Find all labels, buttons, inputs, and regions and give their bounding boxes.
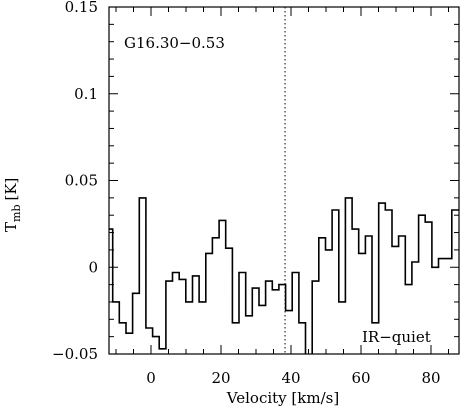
x-tick-label: 0 <box>146 369 156 387</box>
y-tick-label: 0.05 <box>65 172 98 190</box>
x-tick-label: 20 <box>211 369 230 387</box>
y-tick-label: −0.05 <box>52 345 98 363</box>
x-tick-label: 40 <box>281 369 300 387</box>
spectrum-series-0 <box>109 197 459 354</box>
y-tick-label: 0.1 <box>74 85 98 103</box>
y-axis-title-unit: [K] <box>2 178 20 201</box>
x-tick-label: 60 <box>351 369 370 387</box>
plot-frame <box>108 6 460 355</box>
y-tick-label: 0.15 <box>65 0 98 16</box>
source-label: G16.30−0.53 <box>124 34 225 52</box>
y-axis-title-main: T <box>2 222 20 232</box>
y-axis-title-sub: mb <box>10 205 23 222</box>
data-layer <box>109 7 459 354</box>
svg-text:Tmb[K]: Tmb [K] <box>2 178 23 232</box>
axis-ticks: 0 20 40 60 80 −0.05 0 0.05 0.1 0.15 <box>52 0 459 387</box>
class-label: IR−quiet <box>362 328 431 346</box>
x-tick-label: 80 <box>421 369 440 387</box>
y-axis-title: Tmb [K] <box>2 178 23 232</box>
y-tick-label: 0 <box>88 258 98 276</box>
x-axis-title: Velocity [km/s] <box>226 389 339 407</box>
